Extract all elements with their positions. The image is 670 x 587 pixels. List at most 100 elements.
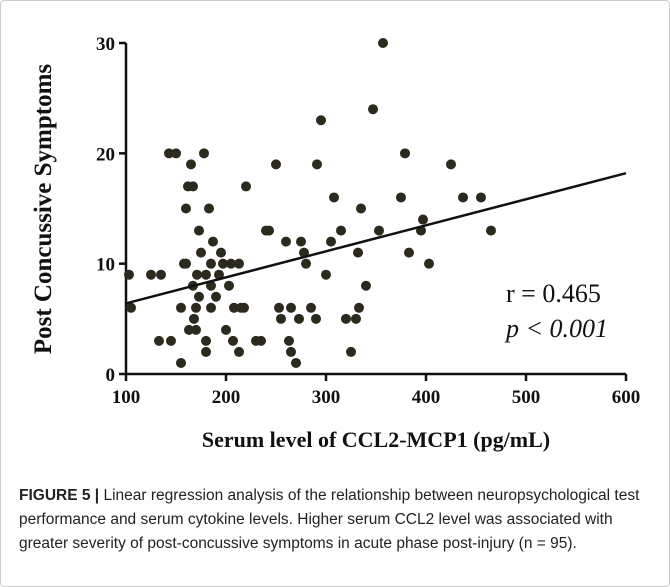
point bbox=[191, 324, 201, 335]
point bbox=[446, 159, 456, 170]
point bbox=[234, 258, 244, 269]
point bbox=[206, 280, 216, 291]
chart: Post Concussive Symptoms Serum level of … bbox=[30, 34, 641, 452]
point bbox=[486, 225, 496, 236]
point bbox=[181, 258, 191, 269]
point bbox=[336, 225, 346, 236]
y-tick-label: 30 bbox=[96, 34, 115, 55]
x-tick-label: 300 bbox=[312, 387, 341, 408]
point bbox=[218, 258, 228, 269]
point bbox=[458, 192, 468, 203]
caption-label: FIGURE 5 | bbox=[19, 487, 100, 504]
x-tick-label: 500 bbox=[512, 387, 541, 408]
point bbox=[226, 258, 236, 269]
point bbox=[311, 313, 321, 324]
point bbox=[166, 335, 176, 346]
point bbox=[286, 346, 296, 357]
y-axis-label: Post Concussive Symptoms bbox=[30, 64, 57, 355]
point bbox=[176, 357, 186, 368]
caption: FIGURE 5 | Linear regression analysis of… bbox=[19, 484, 659, 556]
point bbox=[301, 258, 311, 269]
point bbox=[194, 225, 204, 236]
point bbox=[256, 335, 266, 346]
point bbox=[418, 214, 428, 225]
point bbox=[276, 313, 286, 324]
point bbox=[206, 302, 216, 313]
point bbox=[184, 324, 194, 335]
point bbox=[206, 258, 216, 269]
point bbox=[154, 335, 164, 346]
point bbox=[271, 159, 281, 170]
point bbox=[281, 236, 291, 247]
point bbox=[378, 38, 388, 48]
point bbox=[204, 203, 214, 214]
point bbox=[194, 291, 204, 302]
y-tick-label: 10 bbox=[96, 255, 115, 276]
y-tick-label: 0 bbox=[106, 365, 116, 386]
point bbox=[404, 247, 414, 258]
caption-text: Linear regression analysis of the relati… bbox=[19, 487, 640, 552]
point bbox=[291, 357, 301, 368]
point bbox=[211, 291, 221, 302]
annotation: r = 0.465 bbox=[506, 279, 601, 308]
point bbox=[176, 302, 186, 313]
point bbox=[201, 346, 211, 357]
point bbox=[274, 302, 284, 313]
annotation: p < 0.001 bbox=[504, 314, 608, 343]
point bbox=[126, 302, 136, 313]
point bbox=[196, 247, 206, 258]
point bbox=[224, 280, 234, 291]
point bbox=[208, 236, 218, 247]
point bbox=[189, 313, 199, 324]
point bbox=[124, 269, 134, 280]
point bbox=[171, 148, 181, 159]
point bbox=[164, 148, 174, 159]
point bbox=[354, 302, 364, 313]
point bbox=[229, 302, 239, 313]
point bbox=[186, 159, 196, 170]
point bbox=[199, 148, 209, 159]
point bbox=[192, 269, 202, 280]
x-tick-label: 100 bbox=[112, 387, 141, 408]
y-tick-label: 20 bbox=[96, 144, 115, 165]
point bbox=[296, 236, 306, 247]
point bbox=[312, 159, 322, 170]
point bbox=[228, 335, 238, 346]
point bbox=[346, 346, 356, 357]
point bbox=[400, 148, 410, 159]
x-tick-label: 400 bbox=[412, 387, 441, 408]
point bbox=[316, 115, 326, 126]
point bbox=[374, 225, 384, 236]
point bbox=[264, 225, 274, 236]
point bbox=[351, 313, 361, 324]
point bbox=[191, 302, 201, 313]
point bbox=[146, 269, 156, 280]
point bbox=[234, 346, 244, 357]
fit-line bbox=[125, 171, 627, 305]
point bbox=[181, 203, 191, 214]
point bbox=[361, 280, 371, 291]
point bbox=[476, 192, 486, 203]
point bbox=[286, 302, 296, 313]
point bbox=[156, 269, 166, 280]
x-tick-label: 600 bbox=[612, 387, 641, 408]
point bbox=[368, 104, 378, 115]
point bbox=[216, 247, 226, 258]
point bbox=[201, 335, 211, 346]
point bbox=[221, 324, 231, 335]
point bbox=[239, 302, 249, 313]
point bbox=[356, 203, 366, 214]
point bbox=[326, 236, 336, 247]
point bbox=[306, 302, 316, 313]
point bbox=[329, 192, 339, 203]
x-axis-label: Serum level of CCL2-MCP1 (pg/mL) bbox=[202, 427, 550, 452]
point bbox=[284, 335, 294, 346]
point bbox=[241, 181, 251, 192]
point bbox=[188, 181, 198, 192]
point bbox=[341, 313, 351, 324]
point bbox=[321, 269, 331, 280]
point bbox=[396, 192, 406, 203]
point bbox=[294, 313, 304, 324]
point bbox=[201, 269, 211, 280]
